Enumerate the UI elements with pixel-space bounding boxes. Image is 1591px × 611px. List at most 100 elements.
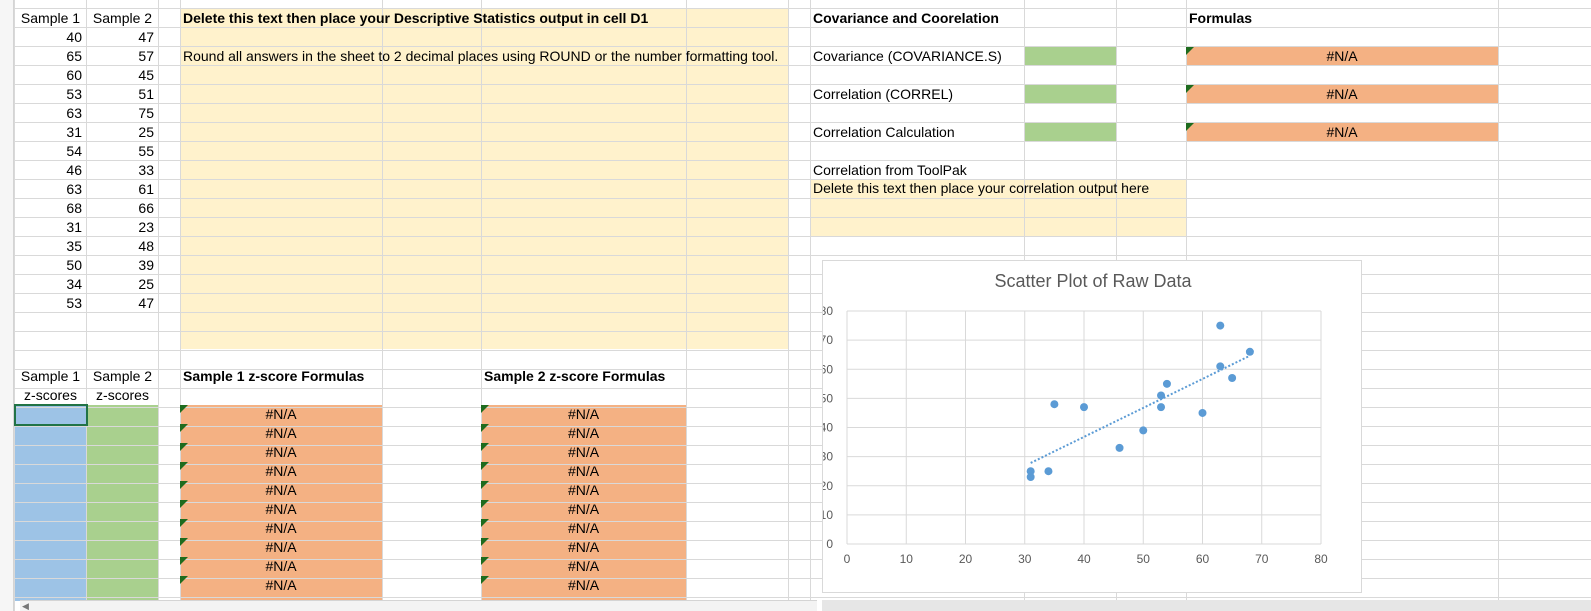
correl-formula-cell-bg[interactable] — [1186, 85, 1498, 104]
formula-error-indicator-icon[interactable] — [180, 481, 188, 489]
formula-error-indicator-icon[interactable] — [481, 519, 489, 527]
z1-formula-cell[interactable]: #N/A — [265, 558, 297, 574]
z2-formula-cell[interactable]: #N/A — [567, 425, 600, 441]
sample1-value[interactable]: 31 — [66, 219, 82, 235]
sample2-value[interactable]: 61 — [138, 181, 154, 197]
sample2-value[interactable]: 25 — [138, 276, 154, 292]
scrollbar-right-area — [822, 600, 1591, 611]
sample2-value[interactable]: 45 — [138, 67, 154, 83]
sample1-header: Sample 1 — [20, 10, 81, 26]
horizontal-scrollbar[interactable]: ◀ — [20, 600, 817, 611]
formula-error-indicator-icon[interactable] — [481, 500, 489, 508]
sample2-value[interactable]: 48 — [138, 238, 154, 254]
formula-error-indicator-icon[interactable] — [180, 538, 188, 546]
correlation-calc-formula-cell-bg[interactable] — [1186, 123, 1498, 142]
z1-formula-cell[interactable]: #N/A — [265, 539, 297, 555]
sample1-value[interactable]: 34 — [66, 276, 82, 292]
formula-error-indicator-icon[interactable] — [1186, 123, 1194, 131]
formula-error-indicator-icon[interactable] — [481, 481, 489, 489]
z2-formula-cell[interactable]: #N/A — [567, 463, 600, 479]
sample1-value[interactable]: 60 — [66, 67, 82, 83]
z1-formula-cell[interactable]: #N/A — [265, 501, 297, 517]
covariance-correlation-header: Covariance and Coorelation — [813, 10, 999, 26]
formula-error-indicator-icon[interactable] — [180, 500, 188, 508]
sample2-value[interactable]: 66 — [138, 200, 154, 216]
z2-formula-cell[interactable]: #N/A — [567, 482, 600, 498]
z1-formula-cell[interactable]: #N/A — [265, 482, 297, 498]
x-tick-label: 20 — [959, 552, 973, 566]
covariance-formula-cell-bg[interactable] — [1186, 47, 1498, 66]
sample1-value[interactable]: 53 — [66, 295, 82, 311]
metric-label: Correlation Calculation — [813, 124, 955, 140]
sample1-value[interactable]: 53 — [66, 86, 82, 102]
sample2-value[interactable]: 47 — [138, 295, 154, 311]
formula-error-indicator-icon[interactable] — [180, 576, 188, 584]
metric-formula-cell[interactable]: #N/A — [1326, 86, 1358, 102]
z1-formula-cell[interactable]: #N/A — [265, 463, 297, 479]
sample2-value[interactable]: 25 — [138, 124, 154, 140]
z2-formula-cell[interactable]: #N/A — [567, 444, 600, 460]
z1-formula-cell[interactable]: #N/A — [265, 406, 297, 422]
sample1-value[interactable]: 31 — [66, 124, 82, 140]
z2-formula-cell[interactable]: #N/A — [567, 501, 600, 517]
formula-error-indicator-icon[interactable] — [1186, 47, 1194, 55]
sample1-value[interactable]: 35 — [66, 238, 82, 254]
scatter-chart-canvas: Scatter Plot of Raw Data 0 10 20 30 40 50 60 70 8… — [823, 271, 1328, 566]
z2-formula-cell[interactable]: #N/A — [567, 406, 600, 422]
descriptive-instruction: Delete this text then place your Descrip… — [183, 10, 649, 26]
sample2-value[interactable]: 55 — [138, 143, 154, 159]
sample1-value[interactable]: 40 — [66, 29, 82, 45]
sample1-value[interactable]: 50 — [66, 257, 82, 273]
sample2-value[interactable]: 47 — [138, 29, 154, 45]
sample1-value[interactable]: 46 — [66, 162, 82, 178]
sample2-value[interactable]: 39 — [138, 257, 154, 273]
formula-error-indicator-icon[interactable] — [481, 557, 489, 565]
sample2-value[interactable]: 23 — [138, 219, 154, 235]
formula-error-indicator-icon[interactable] — [180, 462, 188, 470]
active-cell-selection[interactable] — [14, 404, 88, 426]
formula-error-indicator-icon[interactable] — [180, 557, 188, 565]
scatter-chart[interactable]: Scatter Plot of Raw Data 0 10 20 30 40 50 60 70 8… — [822, 260, 1362, 593]
formula-error-indicator-icon[interactable] — [481, 576, 489, 584]
formula-error-indicator-icon[interactable] — [1186, 85, 1194, 93]
sample2-value[interactable]: 33 — [138, 162, 154, 178]
sample1-value[interactable]: 63 — [66, 105, 82, 121]
scatter-point — [1216, 362, 1225, 371]
z2-formula-cell[interactable]: #N/A — [567, 558, 600, 574]
sample1-value[interactable]: 68 — [66, 200, 82, 216]
sample1-value[interactable]: 54 — [66, 143, 82, 159]
toolpak-output-area[interactable] — [810, 179, 1186, 236]
scroll-left-icon[interactable]: ◀ — [22, 601, 29, 611]
formula-error-indicator-icon[interactable] — [481, 424, 489, 432]
correlation-calc-answer-cell[interactable] — [1024, 123, 1116, 142]
sample2-value[interactable]: 75 — [138, 105, 154, 121]
formula-error-indicator-icon[interactable] — [180, 519, 188, 527]
z1-formula-cell[interactable]: #N/A — [265, 444, 297, 460]
x-tick-label: 70 — [1255, 552, 1269, 566]
formula-error-indicator-icon[interactable] — [481, 462, 489, 470]
z1-formula-cell[interactable]: #N/A — [265, 577, 297, 593]
formula-error-indicator-icon[interactable] — [481, 405, 489, 413]
z2-formula-cell[interactable]: #N/A — [567, 539, 600, 555]
z1-formula-cell[interactable]: #N/A — [265, 425, 297, 441]
scatter-point — [1198, 408, 1207, 417]
formula-error-indicator-icon[interactable] — [180, 443, 188, 451]
formula-error-indicator-icon[interactable] — [180, 405, 188, 413]
sample1-value[interactable]: 63 — [66, 181, 82, 197]
sample2-value[interactable]: 57 — [138, 48, 154, 64]
z2-formula-cell[interactable]: #N/A — [567, 577, 600, 593]
formula-error-indicator-icon[interactable] — [481, 538, 489, 546]
formula-error-indicator-icon[interactable] — [481, 443, 489, 451]
correl-answer-cell[interactable] — [1024, 85, 1116, 104]
z2-formula-cell[interactable]: #N/A — [567, 520, 600, 536]
y-tick-label: 60 — [823, 362, 833, 376]
sample2-value[interactable]: 51 — [138, 86, 154, 102]
sample1-value[interactable]: 65 — [66, 48, 82, 64]
z1-formula-cell[interactable]: #N/A — [265, 520, 297, 536]
covariance-answer-cell[interactable] — [1024, 47, 1116, 66]
metric-formula-cell[interactable]: #N/A — [1326, 48, 1358, 64]
metric-formula-cell[interactable]: #N/A — [1326, 124, 1358, 140]
scatter-point — [1216, 321, 1225, 330]
formula-error-indicator-icon[interactable] — [180, 424, 188, 432]
